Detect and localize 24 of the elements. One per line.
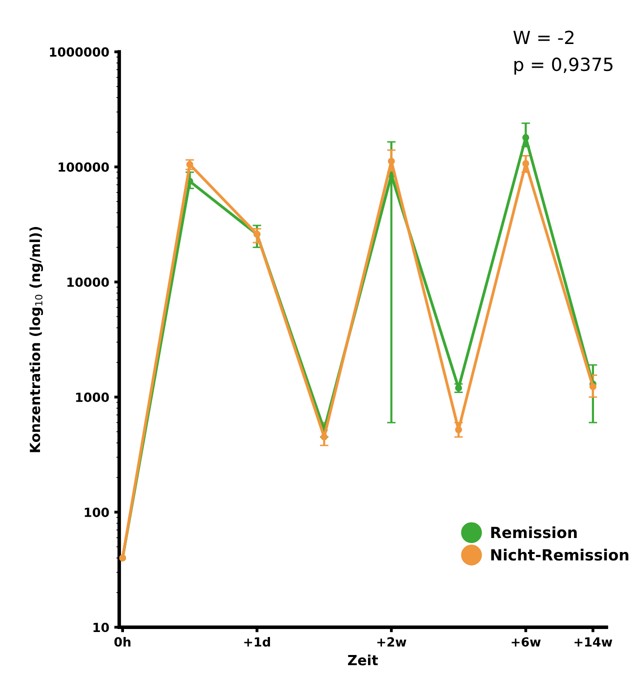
y-axis-title: Konzentration (log$_{10}$ (ng/ml)) <box>29 226 44 452</box>
x-tick-label: +1d <box>244 636 270 647</box>
text: W = -2 <box>513 30 574 44</box>
y-tick-label: 1000 <box>76 392 109 402</box>
x-tick-label: 0h <box>114 636 130 647</box>
point <box>388 158 395 165</box>
y-tick-label: 100 <box>84 508 109 518</box>
point <box>455 426 462 434</box>
x-tick-label: +2w <box>377 637 406 646</box>
y-tick-label: 100000 <box>58 162 109 172</box>
y-tick-label: 10000 <box>67 277 109 287</box>
y-tick-label: 10 <box>94 622 109 632</box>
point <box>186 160 194 168</box>
legend-label: Remission <box>491 526 577 538</box>
x-axis-title: Zeit <box>348 654 378 666</box>
point <box>522 160 530 167</box>
point <box>589 383 596 390</box>
point <box>320 434 328 440</box>
annotation: p = 0,9375 <box>514 58 612 75</box>
legend-label: Nicht-Remission <box>491 548 628 561</box>
point <box>522 134 530 141</box>
y-tick-label: 1000000 <box>50 47 109 57</box>
x-tick-label: +6w <box>512 637 541 647</box>
x-tick-label: +14w <box>574 637 612 646</box>
